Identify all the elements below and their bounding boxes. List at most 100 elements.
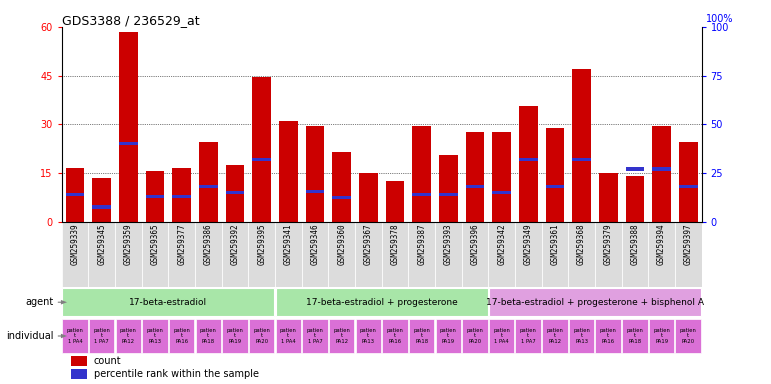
Bar <box>329 319 355 353</box>
Bar <box>648 222 675 286</box>
Text: patien
t
1 PA7: patien t 1 PA7 <box>307 328 323 344</box>
Bar <box>462 319 488 353</box>
Text: patien
t
PA19: patien t PA19 <box>440 328 456 344</box>
Text: GSM259365: GSM259365 <box>150 223 160 265</box>
Bar <box>355 319 381 353</box>
Bar <box>568 222 595 286</box>
Bar <box>305 190 325 193</box>
Bar <box>466 185 484 188</box>
Bar <box>196 319 221 353</box>
Bar <box>489 319 514 353</box>
Text: GSM259386: GSM259386 <box>204 223 213 265</box>
Text: percentile rank within the sample: percentile rank within the sample <box>94 369 259 379</box>
Bar <box>493 132 511 222</box>
Text: individual: individual <box>6 331 54 341</box>
Bar <box>275 222 301 286</box>
Text: GSM259396: GSM259396 <box>470 223 480 265</box>
Bar <box>439 193 458 196</box>
Bar <box>66 168 84 222</box>
Bar <box>541 222 568 286</box>
Bar <box>71 369 87 379</box>
Text: patien
t
1 PA7: patien t 1 PA7 <box>93 328 110 344</box>
Bar <box>93 205 111 209</box>
Text: count: count <box>94 356 121 366</box>
Bar <box>332 196 351 199</box>
Bar <box>62 222 89 286</box>
Bar <box>572 158 591 161</box>
Bar <box>679 142 698 222</box>
Text: GSM259361: GSM259361 <box>550 223 560 265</box>
Text: patien
t
PA12: patien t PA12 <box>547 328 564 344</box>
Text: GSM259341: GSM259341 <box>284 223 293 265</box>
Bar <box>199 185 217 188</box>
Text: GSM259367: GSM259367 <box>364 223 373 265</box>
Bar <box>275 319 301 353</box>
Bar <box>649 319 675 353</box>
Bar <box>542 319 567 353</box>
Bar <box>355 222 382 286</box>
Bar <box>675 319 701 353</box>
Bar <box>519 158 537 161</box>
Text: GSM259394: GSM259394 <box>657 223 666 265</box>
Bar <box>621 222 648 286</box>
Bar <box>93 178 111 222</box>
Bar <box>462 222 488 286</box>
Bar <box>489 288 701 316</box>
Bar <box>546 185 564 188</box>
Bar <box>115 222 142 286</box>
Bar <box>332 152 351 222</box>
Bar <box>142 319 168 353</box>
Bar <box>119 32 138 222</box>
Bar <box>199 142 217 222</box>
Bar <box>359 173 378 222</box>
Text: GSM259342: GSM259342 <box>497 223 506 265</box>
Bar <box>301 222 328 286</box>
Text: agent: agent <box>25 297 54 307</box>
Text: patien
t
PA18: patien t PA18 <box>413 328 430 344</box>
Text: GSM259379: GSM259379 <box>604 223 613 265</box>
Bar <box>62 288 274 316</box>
Text: patien
t
PA19: patien t PA19 <box>653 328 670 344</box>
Bar <box>252 158 271 161</box>
Bar <box>572 69 591 222</box>
Bar <box>595 222 621 286</box>
Bar <box>625 167 645 171</box>
Text: 17-beta-estradiol + progesterone + bisphenol A: 17-beta-estradiol + progesterone + bisph… <box>486 298 704 307</box>
Bar <box>488 222 515 286</box>
Bar <box>222 319 247 353</box>
Text: patien
t
PA16: patien t PA16 <box>386 328 403 344</box>
Text: patien
t
PA13: patien t PA13 <box>146 328 163 344</box>
Bar <box>142 222 168 286</box>
Text: patien
t
PA13: patien t PA13 <box>573 328 590 344</box>
Text: patien
t
PA13: patien t PA13 <box>360 328 377 344</box>
Bar <box>252 77 271 222</box>
Bar <box>328 222 355 286</box>
Bar <box>275 288 488 316</box>
Text: patien
t
PA16: patien t PA16 <box>600 328 617 344</box>
Bar <box>412 126 431 222</box>
Text: patien
t
PA12: patien t PA12 <box>333 328 350 344</box>
Text: GSM259346: GSM259346 <box>311 223 319 265</box>
Bar <box>493 191 511 194</box>
Bar <box>116 319 141 353</box>
Text: patien
t
PA20: patien t PA20 <box>253 328 270 344</box>
Text: patien
t
PA16: patien t PA16 <box>173 328 190 344</box>
Bar <box>168 222 195 286</box>
Bar <box>382 222 409 286</box>
Bar <box>675 222 702 286</box>
Bar <box>248 222 275 286</box>
Text: 100%: 100% <box>705 14 733 24</box>
Bar <box>519 106 537 222</box>
Bar <box>516 319 541 353</box>
Text: GDS3388 / 236529_at: GDS3388 / 236529_at <box>62 14 200 27</box>
Bar <box>599 173 618 222</box>
Bar <box>652 126 671 222</box>
Bar <box>515 222 541 286</box>
Bar <box>195 222 222 286</box>
Bar <box>436 319 461 353</box>
Bar <box>226 191 244 194</box>
Text: GSM259388: GSM259388 <box>631 223 639 265</box>
Text: 17-beta-estradiol + progesterone: 17-beta-estradiol + progesterone <box>306 298 457 307</box>
Text: patien
t
1 PA4: patien t 1 PA4 <box>280 328 297 344</box>
Bar <box>305 126 325 222</box>
